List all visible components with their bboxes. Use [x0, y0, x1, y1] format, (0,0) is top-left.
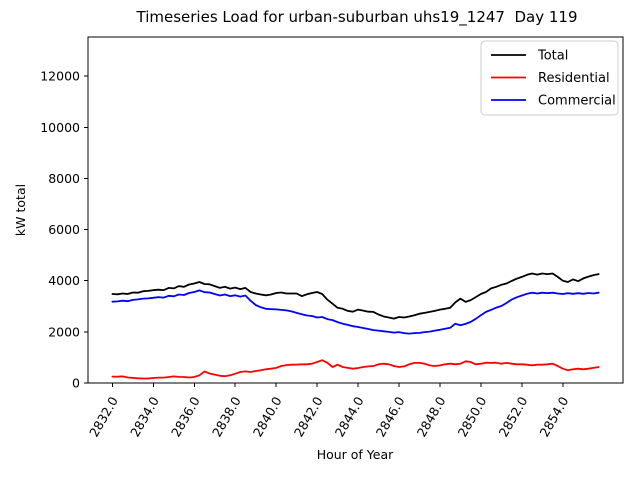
plot-border	[87, 36, 624, 384]
legend-label-commercial: Commercial	[538, 94, 616, 109]
x-tick-label: 2848.0	[414, 394, 449, 439]
x-tick-label: 2852.0	[496, 394, 531, 439]
x-tick-label: 2850.0	[455, 394, 490, 439]
legend-label-total: Total	[537, 49, 568, 64]
x-tick-label: 2842.0	[291, 394, 326, 439]
series-line-residential	[111, 359, 600, 380]
x-axis: 2832.0 2834.0 2836.0 2838.0 2840.0 2842.0 2844…	[86, 383, 571, 439]
x-tick-label: 2846.0	[373, 394, 408, 439]
y-tick-label: 0	[72, 376, 80, 391]
y-tick-label: 8000	[48, 171, 80, 186]
series-line-commercial	[111, 289, 600, 335]
x-tick-label: 2840.0	[250, 394, 285, 439]
y-axis-label: kW total	[13, 184, 28, 236]
y-tick-label: 2000	[48, 324, 80, 339]
x-tick-label: 2834.0	[127, 394, 162, 439]
legend-label-residential: Residential	[538, 71, 610, 86]
y-tick-label: 12000	[40, 69, 80, 84]
y-axis: 0 2000 4000 6000 8000 10000 12000	[40, 69, 88, 391]
y-tick-label: 6000	[48, 222, 80, 237]
y-tick-label: 4000	[48, 273, 80, 288]
x-tick-label: 2836.0	[168, 394, 203, 439]
legend-frame	[480, 40, 619, 116]
plot-lines	[111, 272, 600, 380]
x-tick-label: 2854.0	[537, 394, 572, 439]
x-axis-label: Hour of Year	[317, 447, 394, 462]
x-tick-label: 2838.0	[209, 394, 244, 439]
chart-title: Timeseries Load for urban-suburban uhs19…	[136, 8, 578, 27]
series-line-total	[111, 272, 600, 320]
y-tick-label: 10000	[40, 120, 80, 135]
x-tick-label: 2832.0	[86, 394, 121, 439]
legend: Total Residential Commercial	[480, 40, 619, 116]
x-tick-label: 2844.0	[332, 394, 367, 439]
